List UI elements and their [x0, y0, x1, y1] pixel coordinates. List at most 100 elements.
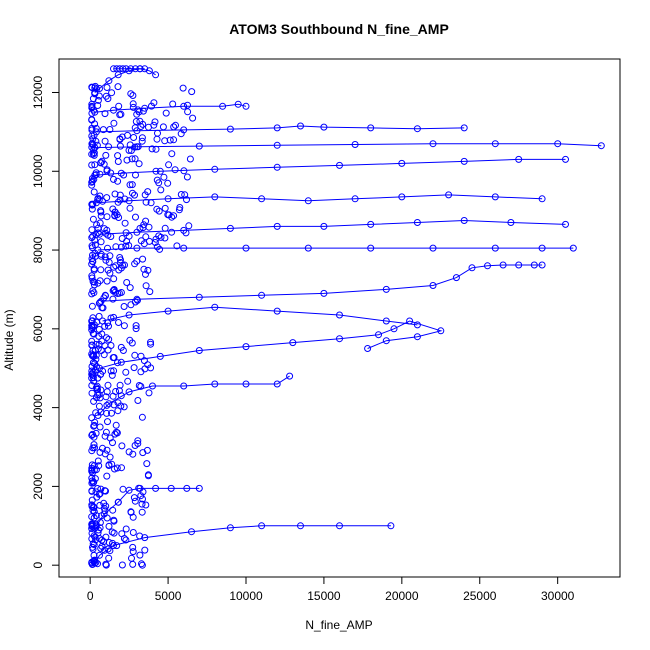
data-point	[273, 141, 281, 149]
data-point	[108, 409, 115, 417]
data-point	[134, 296, 141, 304]
data-point	[242, 380, 250, 388]
data-point	[101, 137, 109, 145]
data-point	[126, 204, 134, 212]
data-point	[88, 487, 96, 495]
data-point	[180, 102, 188, 110]
data-point	[88, 558, 96, 566]
data-point	[105, 322, 112, 330]
data-point	[131, 65, 139, 73]
data-point	[499, 261, 507, 269]
data-point	[109, 354, 117, 362]
data-point	[103, 226, 111, 234]
data-point	[159, 123, 167, 131]
data-point	[121, 219, 129, 227]
data-point	[88, 175, 96, 182]
data-point	[130, 134, 138, 141]
data-point	[117, 169, 125, 177]
data-point	[364, 345, 372, 352]
data-point	[144, 472, 152, 480]
data-point	[382, 285, 390, 293]
series-line	[94, 103, 247, 113]
data-point	[114, 198, 122, 206]
data-point	[88, 326, 96, 334]
data-point	[413, 125, 421, 133]
data-point	[122, 242, 130, 250]
data-point	[120, 171, 128, 179]
series-line	[94, 143, 602, 149]
series-line	[102, 306, 418, 326]
data-point	[112, 262, 120, 270]
data-point	[105, 522, 113, 530]
data-point	[96, 535, 103, 542]
data-point	[119, 485, 127, 493]
data-point	[105, 400, 113, 408]
data-point	[413, 219, 421, 226]
data-point	[99, 444, 106, 452]
data-point	[142, 198, 150, 206]
data-point	[88, 104, 96, 112]
data-point	[88, 521, 96, 529]
data-point	[127, 90, 135, 98]
data-point	[139, 107, 147, 115]
data-point	[118, 464, 125, 472]
data-point	[105, 143, 113, 151]
data-point	[413, 321, 421, 329]
data-point	[211, 165, 219, 173]
data-point	[97, 266, 105, 274]
data-point	[127, 301, 135, 309]
data-point	[367, 244, 375, 252]
data-point	[94, 224, 102, 232]
data-point	[177, 191, 185, 198]
data-point	[258, 522, 266, 530]
data-point	[375, 331, 382, 339]
data-point	[273, 222, 281, 230]
data-point	[116, 142, 124, 150]
data-point	[88, 161, 96, 169]
data-point	[122, 536, 130, 544]
data-point	[297, 522, 304, 530]
series-line	[94, 68, 156, 93]
data-point	[122, 229, 130, 237]
data-point	[96, 85, 103, 92]
data-point	[170, 136, 178, 144]
data-point	[128, 155, 136, 163]
data-point	[273, 163, 281, 171]
x-tick-label: 5000	[155, 589, 182, 603]
data-point	[125, 448, 133, 456]
data-point	[167, 484, 175, 492]
data-point	[137, 123, 145, 130]
data-point	[179, 84, 187, 92]
data-point	[140, 240, 148, 248]
data-point	[161, 224, 169, 232]
data-point	[113, 429, 121, 437]
data-point	[141, 65, 149, 73]
data-point	[111, 212, 119, 220]
data-point	[118, 235, 126, 242]
data-point	[155, 232, 163, 240]
data-point	[130, 364, 138, 372]
data-point	[96, 298, 104, 306]
data-point	[94, 194, 102, 202]
data-point	[162, 109, 170, 117]
series-line	[97, 247, 574, 251]
data-point	[89, 150, 97, 158]
data-point	[137, 382, 145, 390]
data-point	[127, 65, 135, 73]
data-point	[124, 131, 131, 139]
data-point	[127, 508, 135, 516]
data-point	[90, 188, 98, 196]
data-point	[132, 171, 139, 179]
data-point	[90, 514, 98, 522]
data-point	[103, 401, 111, 409]
data-point	[97, 238, 105, 246]
data-point	[170, 123, 178, 131]
data-point	[95, 391, 103, 399]
data-point	[135, 382, 143, 389]
data-point	[122, 65, 130, 73]
data-point	[289, 339, 297, 347]
data-point	[139, 495, 146, 503]
data-point	[104, 95, 112, 103]
data-point	[90, 131, 98, 139]
data-point	[468, 264, 476, 272]
